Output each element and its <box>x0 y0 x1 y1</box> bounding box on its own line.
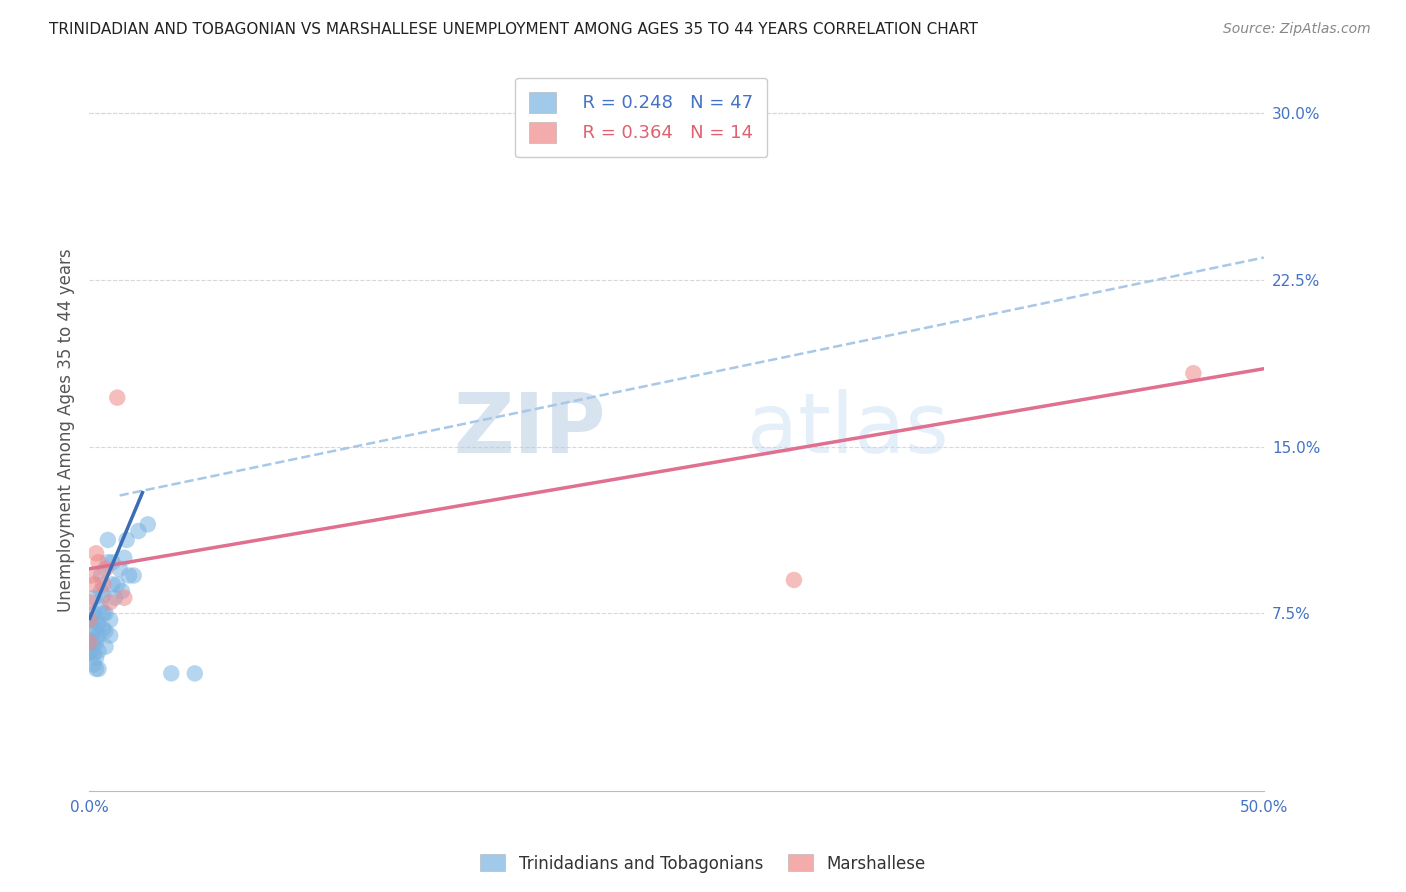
Point <box>87 629 110 643</box>
Point <box>112 550 135 565</box>
Point <box>80 568 103 582</box>
Point <box>87 644 110 658</box>
Point <box>112 591 135 605</box>
Point <box>101 555 124 569</box>
Point <box>1182 366 1205 380</box>
Point <box>105 577 128 591</box>
Point <box>91 622 114 636</box>
Point <box>83 591 105 605</box>
Point <box>108 562 131 576</box>
Legend: Trinidadians and Tobagonians, Marshallese: Trinidadians and Tobagonians, Marshalles… <box>474 847 932 880</box>
Point <box>98 595 121 609</box>
Y-axis label: Unemployment Among Ages 35 to 44 years: Unemployment Among Ages 35 to 44 years <box>58 248 75 612</box>
Point <box>84 622 107 636</box>
Point <box>184 666 207 681</box>
Point <box>87 555 110 569</box>
Point <box>101 577 124 591</box>
Point <box>80 613 103 627</box>
Point <box>80 644 103 658</box>
Point <box>122 568 145 582</box>
Point <box>84 611 107 625</box>
Point <box>783 573 806 587</box>
Point <box>83 607 105 621</box>
Point <box>83 635 105 649</box>
Point <box>87 617 110 632</box>
Point <box>98 613 121 627</box>
Point <box>90 568 112 582</box>
Point <box>84 650 107 665</box>
Point <box>98 629 121 643</box>
Point <box>91 607 114 621</box>
Point <box>77 613 100 627</box>
Point <box>77 595 100 609</box>
Point <box>94 562 117 576</box>
Point <box>160 666 183 681</box>
Point <box>104 591 127 605</box>
Point <box>90 584 112 599</box>
Point <box>94 624 117 639</box>
Point <box>91 589 114 603</box>
Point <box>77 646 100 660</box>
Point <box>97 533 120 547</box>
Point <box>84 662 107 676</box>
Text: Source: ZipAtlas.com: Source: ZipAtlas.com <box>1223 22 1371 37</box>
Point <box>127 524 149 538</box>
Point <box>84 635 107 649</box>
Point <box>136 517 159 532</box>
Point <box>94 607 117 621</box>
Point <box>94 640 117 654</box>
Point <box>77 635 100 649</box>
Point <box>80 633 103 648</box>
Legend:   R = 0.248   N = 47,   R = 0.364   N = 14: R = 0.248 N = 47, R = 0.364 N = 14 <box>515 78 768 157</box>
Point <box>84 546 107 560</box>
Point <box>91 577 114 591</box>
Point <box>90 599 112 614</box>
Text: TRINIDADIAN AND TOBAGONIAN VS MARSHALLESE UNEMPLOYMENT AMONG AGES 35 TO 44 YEARS: TRINIDADIAN AND TOBAGONIAN VS MARSHALLES… <box>49 22 979 37</box>
Point <box>77 635 100 649</box>
Point <box>80 622 103 636</box>
Point <box>87 662 110 676</box>
Point <box>115 533 138 547</box>
Text: atlas: atlas <box>747 390 949 470</box>
Point <box>118 568 141 582</box>
Point <box>83 577 105 591</box>
Point <box>97 555 120 569</box>
Text: ZIP: ZIP <box>454 390 606 470</box>
Point <box>83 657 105 672</box>
Point <box>105 391 128 405</box>
Point <box>111 584 134 599</box>
Point <box>83 646 105 660</box>
